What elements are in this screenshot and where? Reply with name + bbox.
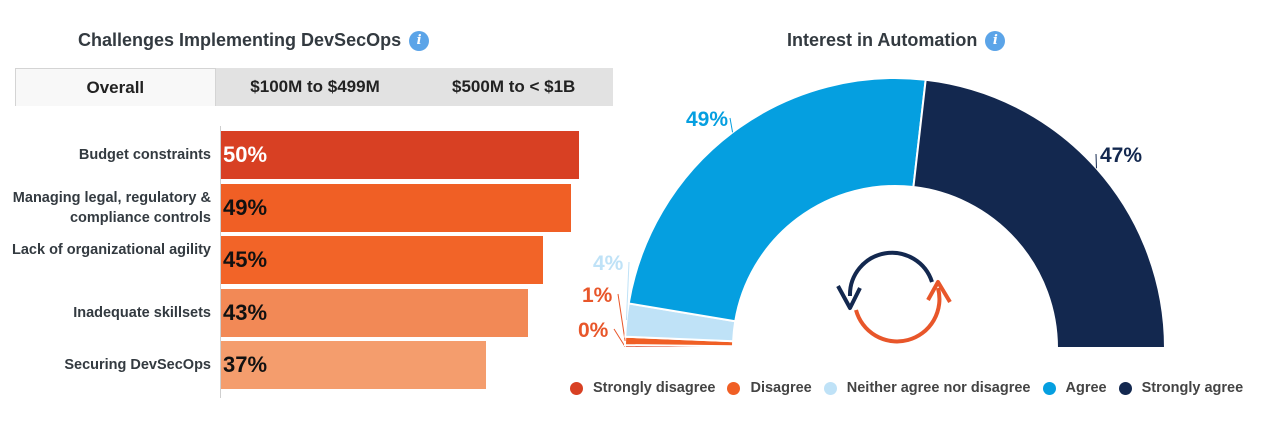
bar-category-label: Securing DevSecOps — [64, 357, 211, 373]
bar-value-label: 37% — [223, 352, 268, 377]
bar-category-label: Lack of organizational agility — [11, 242, 211, 258]
gauge-slice[interactable] — [627, 77, 927, 323]
automation-title-text: Interest in Automation — [787, 30, 978, 50]
tab-100m-to-499m[interactable]: $100M to $499M — [250, 77, 380, 96]
legend-marker — [570, 381, 583, 395]
legend-item[interactable]: Agree — [1042, 380, 1107, 396]
gauge-value-label: 49% — [686, 108, 728, 131]
automation-title: Interest in Automation i — [787, 30, 1006, 51]
gauge-value-label: 47% — [1100, 144, 1142, 167]
bar-value-label: 50% — [223, 142, 268, 167]
bar[interactable]: 45% — [221, 236, 543, 284]
tab-500m-to-1b[interactable]: $500M to < $1B — [452, 77, 576, 96]
segment-tabs: Overall $100M to $499M $500M to < $1B — [15, 68, 613, 106]
challenges-title: Challenges Implementing DevSecOps i — [78, 30, 430, 51]
gauge-slice[interactable] — [912, 78, 1167, 349]
tab-overall[interactable]: Overall — [15, 68, 216, 106]
gauge-label-connector — [729, 117, 734, 133]
legend-label: Neither agree nor disagree — [846, 380, 1031, 396]
gauge-label-connector — [617, 293, 626, 341]
bar[interactable]: 50% — [221, 131, 579, 179]
gauge-legend: Strongly disagree Disagree Neither agree n… — [570, 380, 1255, 396]
legend-label: Strongly agree — [1141, 380, 1244, 396]
legend-marker — [1118, 381, 1132, 395]
bar[interactable]: 49% — [221, 183, 572, 232]
legend-item[interactable]: Neither agree nor disagree — [823, 380, 1031, 396]
bar-value-label: 43% — [223, 299, 268, 325]
challenges-title-text: Challenges Implementing DevSecOps — [78, 30, 402, 50]
legend-item[interactable]: Strongly agree — [1118, 380, 1244, 396]
gauge-label-connector — [625, 261, 630, 321]
gauge-value-label: 4% — [593, 252, 624, 275]
bar-category-label: Managing legal, regulatory & compliance … — [12, 189, 211, 226]
legend-label: Agree — [1065, 380, 1107, 396]
bar-category-label: Inadequate skillsets — [73, 304, 211, 321]
bar-value-label: 49% — [223, 194, 268, 220]
legend-item[interactable]: Strongly disagree — [570, 380, 715, 396]
bar-axis-line — [220, 126, 221, 398]
refresh-cycle-icon — [836, 250, 952, 344]
legend-marker — [823, 381, 837, 395]
gauge-value-label: 1% — [582, 284, 613, 307]
gauge-label-connector — [613, 328, 626, 347]
automation-gauge-chart: 0% 1% 4% 49% 47% — [578, 77, 1167, 349]
bar[interactable]: 43% — [221, 288, 529, 337]
legend-label: Strongly disagree — [593, 380, 716, 396]
legend-item[interactable]: Disagree — [727, 380, 812, 396]
legend-label: Disagree — [750, 380, 812, 396]
legend-marker — [1042, 381, 1056, 395]
info-icon[interactable]: i — [985, 30, 1006, 51]
legend-marker — [727, 381, 741, 395]
gauge-value-label: 0% — [578, 319, 609, 342]
info-icon[interactable]: i — [409, 30, 430, 51]
bar-value-label: 45% — [223, 247, 268, 272]
bar-category-label: Budget constraints — [78, 147, 211, 163]
bar[interactable]: 37% — [221, 341, 486, 389]
